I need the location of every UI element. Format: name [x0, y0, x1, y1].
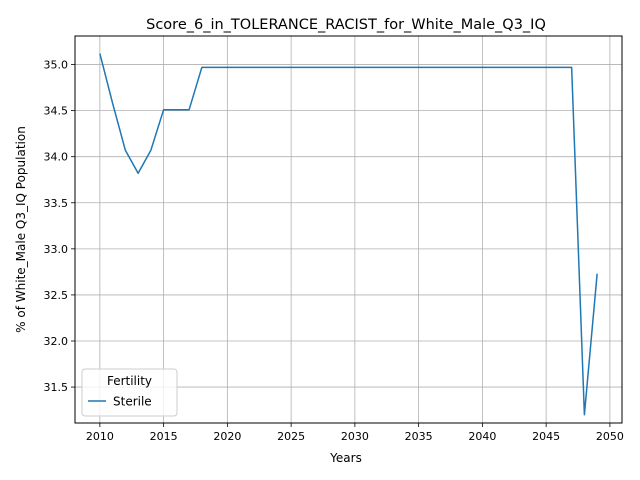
y-tick-label: 34.5 [44, 105, 69, 118]
x-tick-label: 2035 [405, 430, 433, 443]
legend-title: Fertility [107, 374, 152, 388]
y-tick-label: 33.0 [44, 243, 69, 256]
y-tick-label: 33.5 [44, 197, 69, 210]
x-axis: 2010 2015 2020 2025 2030 2035 2040 2045 2050 [86, 423, 624, 443]
legend-box [81, 368, 178, 417]
chart-title: Score_6_in_TOLERANCE_RACIST_for_White_Ma… [146, 17, 546, 33]
legend-label-sterile: Sterile [113, 395, 152, 409]
series-line-sterile [99, 53, 598, 416]
y-axis-label: % of White_Male Q3_IQ Population [14, 126, 28, 333]
y-tick-label: 31.5 [44, 381, 69, 394]
grid [75, 36, 622, 423]
y-tick-label: 34.0 [44, 151, 69, 164]
x-tick-label: 2010 [86, 430, 114, 443]
y-axis: 31.5 32.0 32.5 33.0 33.5 34.0 34.5 35.0 [44, 59, 75, 394]
x-tick-label: 2025 [277, 430, 305, 443]
x-tick-label: 2040 [468, 430, 496, 443]
series-layer [99, 53, 598, 416]
x-tick-label: 2030 [341, 430, 369, 443]
x-tick-label: 2015 [150, 430, 178, 443]
x-tick-label: 2045 [532, 430, 560, 443]
y-tick-label: 32.0 [44, 335, 69, 348]
x-tick-label: 2050 [596, 430, 624, 443]
plot-frame [74, 35, 623, 424]
legend: Fertility Sterile [81, 368, 178, 417]
x-axis-label: Years [329, 451, 362, 465]
y-tick-label: 35.0 [44, 59, 69, 72]
x-tick-label: 2020 [213, 430, 241, 443]
y-tick-label: 32.5 [44, 289, 69, 302]
